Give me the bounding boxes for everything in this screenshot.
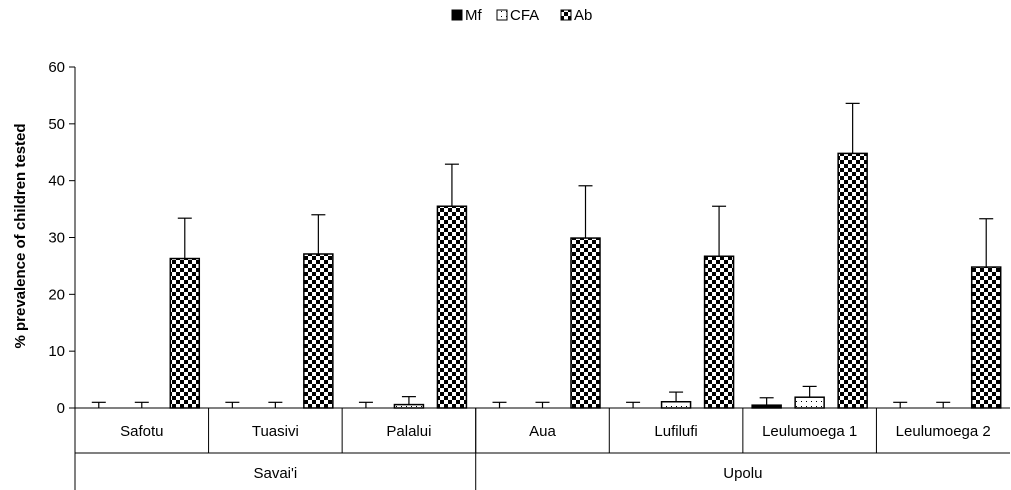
bar-cfa bbox=[794, 396, 825, 409]
y-tick-label: 30 bbox=[48, 230, 65, 247]
y-axis: 0 10 20 30 40 50 60 bbox=[48, 59, 76, 417]
x-tick-label: Safotu bbox=[120, 423, 163, 440]
y-tick-label: 60 bbox=[48, 59, 65, 76]
legend: Mf CFA Ab bbox=[451, 7, 592, 24]
legend-label-ab: Ab bbox=[574, 7, 592, 24]
y-tick-label: 20 bbox=[48, 286, 65, 303]
bars bbox=[83, 102, 1002, 409]
bar-cfa bbox=[660, 400, 692, 409]
bar-ab bbox=[436, 205, 468, 409]
x-tick-label: Palalui bbox=[386, 423, 431, 440]
bar-ab bbox=[303, 253, 334, 409]
legend-swatch-ab bbox=[560, 9, 572, 21]
y-tick-label: 50 bbox=[48, 116, 65, 133]
legend-label-cfa: CFA bbox=[510, 7, 539, 24]
x-tick-label: Leulumoega 1 bbox=[762, 423, 857, 440]
bar-ab bbox=[570, 237, 601, 409]
bar-ab bbox=[837, 152, 868, 409]
x-axis: Savai'i Upolu Safotu Tuasivi Palalui Aua Lufil… bbox=[74, 407, 1010, 490]
bar-ab bbox=[703, 255, 735, 409]
x-tick-label: Aua bbox=[529, 423, 556, 440]
bar-cfa bbox=[393, 403, 425, 409]
y-axis-label: % prevalence of children tested bbox=[12, 123, 29, 348]
legend-swatch-cfa bbox=[496, 9, 508, 21]
x-tick-label: Tuasivi bbox=[252, 423, 299, 440]
bar-ab bbox=[169, 257, 201, 409]
y-tick-label: 10 bbox=[48, 343, 65, 360]
y-tick-label: 40 bbox=[48, 173, 65, 190]
legend-label-mf: Mf bbox=[465, 7, 482, 24]
bar-ab bbox=[970, 266, 1002, 409]
x-tick-label: Leulumoega 2 bbox=[896, 423, 991, 440]
legend-swatch-mf bbox=[451, 9, 463, 21]
x-tick-label: Lufilufi bbox=[654, 423, 697, 440]
x-group-label: Upolu bbox=[723, 465, 762, 482]
x-group-label: Savai'i bbox=[253, 465, 297, 482]
y-tick-label: 0 bbox=[57, 400, 65, 417]
